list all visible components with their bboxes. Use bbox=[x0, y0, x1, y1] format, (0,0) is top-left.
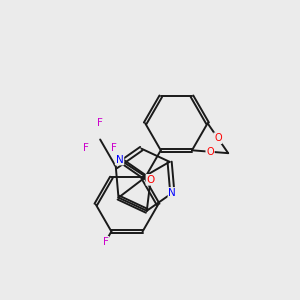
Text: F: F bbox=[111, 143, 117, 153]
Text: N: N bbox=[116, 154, 123, 164]
Text: O: O bbox=[146, 175, 155, 185]
Text: F: F bbox=[103, 237, 108, 247]
Text: O: O bbox=[206, 147, 214, 157]
Text: O: O bbox=[214, 133, 222, 143]
Text: F: F bbox=[97, 118, 103, 128]
Text: N: N bbox=[169, 188, 176, 198]
Text: F: F bbox=[83, 143, 89, 153]
